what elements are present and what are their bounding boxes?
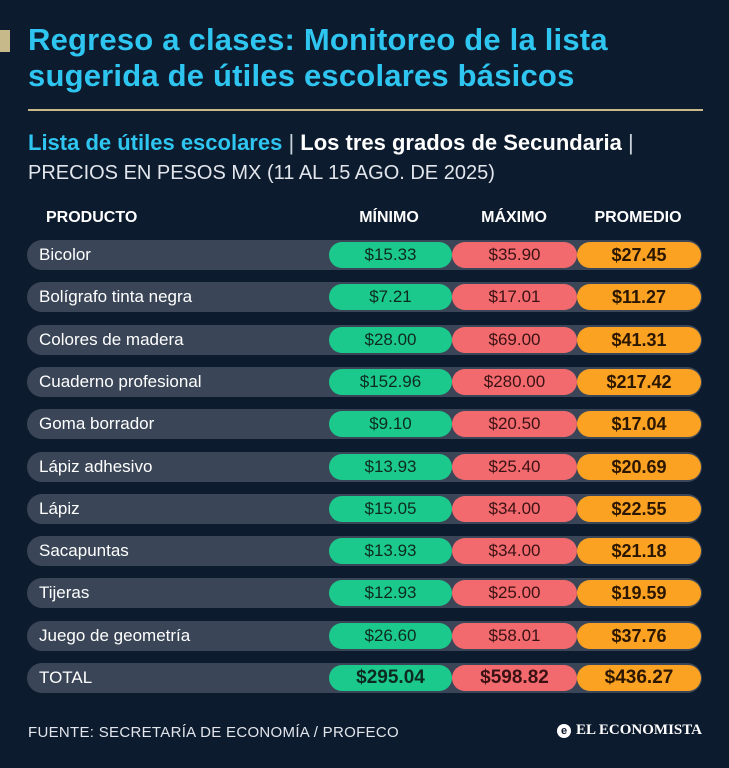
column-header-min: MÍNIMO [359,209,419,226]
avg-price: $41.31 [577,327,701,353]
avg-price: $21.18 [577,538,701,564]
table-row: Lápiz adhesivo $13.93 $25.40 $20.69 [27,452,702,482]
table-total-row: TOTAL $295.04 $598.82 $436.27 [27,663,702,693]
table-row: Goma borrador $9.10 $20.50 $17.04 [27,409,702,439]
min-price: $26.60 [329,623,452,649]
avg-price: $17.04 [577,411,701,437]
product-name: Tijeras [39,583,90,602]
subtitle-separator: | [282,130,301,155]
brand-mark-icon: e [557,723,571,738]
max-price: $69.00 [452,327,577,353]
min-price: $9.10 [329,411,452,437]
avg-price: $19.59 [577,580,701,606]
max-price: $25.00 [452,580,577,606]
avg-price: $11.27 [577,284,701,310]
column-header-product: PRODUCTO [46,209,138,226]
product-name: Goma borrador [39,414,155,433]
subtitle-prices-note: PRECIOS EN PESOS MX (11 AL 15 AGO. DE 20… [28,162,495,184]
product-name: Sacapuntas [39,541,129,560]
max-price: $58.01 [452,623,577,649]
min-price: $28.00 [329,327,452,353]
min-price: $15.05 [329,496,452,522]
subtitle-list: Lista de útiles escolares [28,130,283,155]
subtitle-grade: Los tres grados de Secundaria [300,130,622,155]
max-price: $34.00 [452,538,577,564]
avg-price: $22.55 [577,496,701,522]
table-row: Bolígrafo tinta negra $7.21 $17.01 $11.27 [27,282,702,312]
avg-price: $27.45 [577,242,701,268]
column-header-max: MÁXIMO [481,209,547,226]
max-price: $17.01 [452,284,577,310]
max-price: $34.00 [452,496,577,522]
brand-logo: e EL ECONOMISTA [557,722,702,739]
min-price: $7.21 [329,284,452,310]
table-row: Colores de madera $28.00 $69.00 $41.31 [27,325,702,355]
max-price: $280.00 [452,369,577,395]
title-divider [28,109,703,111]
min-price: $12.93 [329,580,452,606]
table-row: Juego de geometría $26.60 $58.01 $37.76 [27,621,702,651]
product-name: TOTAL [39,668,93,687]
product-name: Bolígrafo tinta negra [39,287,193,306]
avg-price: $217.42 [577,369,701,395]
table-row: Bicolor $15.33 $35.90 $27.45 [27,240,702,270]
product-name: Juego de geometría [39,626,191,645]
avg-price: $436.27 [577,665,701,691]
table-row: Tijeras $12.93 $25.00 $19.59 [27,578,702,608]
product-name: Cuaderno profesional [39,372,202,391]
source-note: FUENTE: SECRETARÍA DE ECONOMÍA / PROFECO [28,724,399,741]
max-price: $35.90 [452,242,577,268]
max-price: $25.40 [452,454,577,480]
product-name: Lápiz [39,499,80,518]
product-name: Bicolor [39,245,91,264]
subtitle-separator: | [621,130,634,155]
min-price: $15.33 [329,242,452,268]
title-accent-bar [0,30,10,52]
product-name: Lápiz adhesivo [39,457,153,476]
min-price: $295.04 [329,665,452,691]
max-price: $598.82 [452,665,577,691]
page-title: Regreso a clases: Monitoreo de la lista … [28,22,608,93]
table-row: Cuaderno profesional $152.96 $280.00 $217.4… [27,367,702,397]
table-row: Sacapuntas $13.93 $34.00 $21.18 [27,536,702,566]
column-header-avg: PROMEDIO [594,209,682,226]
min-price: $152.96 [329,369,452,395]
avg-price: $37.76 [577,623,701,649]
min-price: $13.93 [329,454,452,480]
avg-price: $20.69 [577,454,701,480]
min-price: $13.93 [329,538,452,564]
product-name: Colores de madera [39,330,184,349]
subtitle: Lista de útiles escolares | Los tres gra… [28,128,718,188]
max-price: $20.50 [452,411,577,437]
table-row: Lápiz $15.05 $34.00 $22.55 [27,494,702,524]
brand-name: EL ECONOMISTA [576,722,702,738]
